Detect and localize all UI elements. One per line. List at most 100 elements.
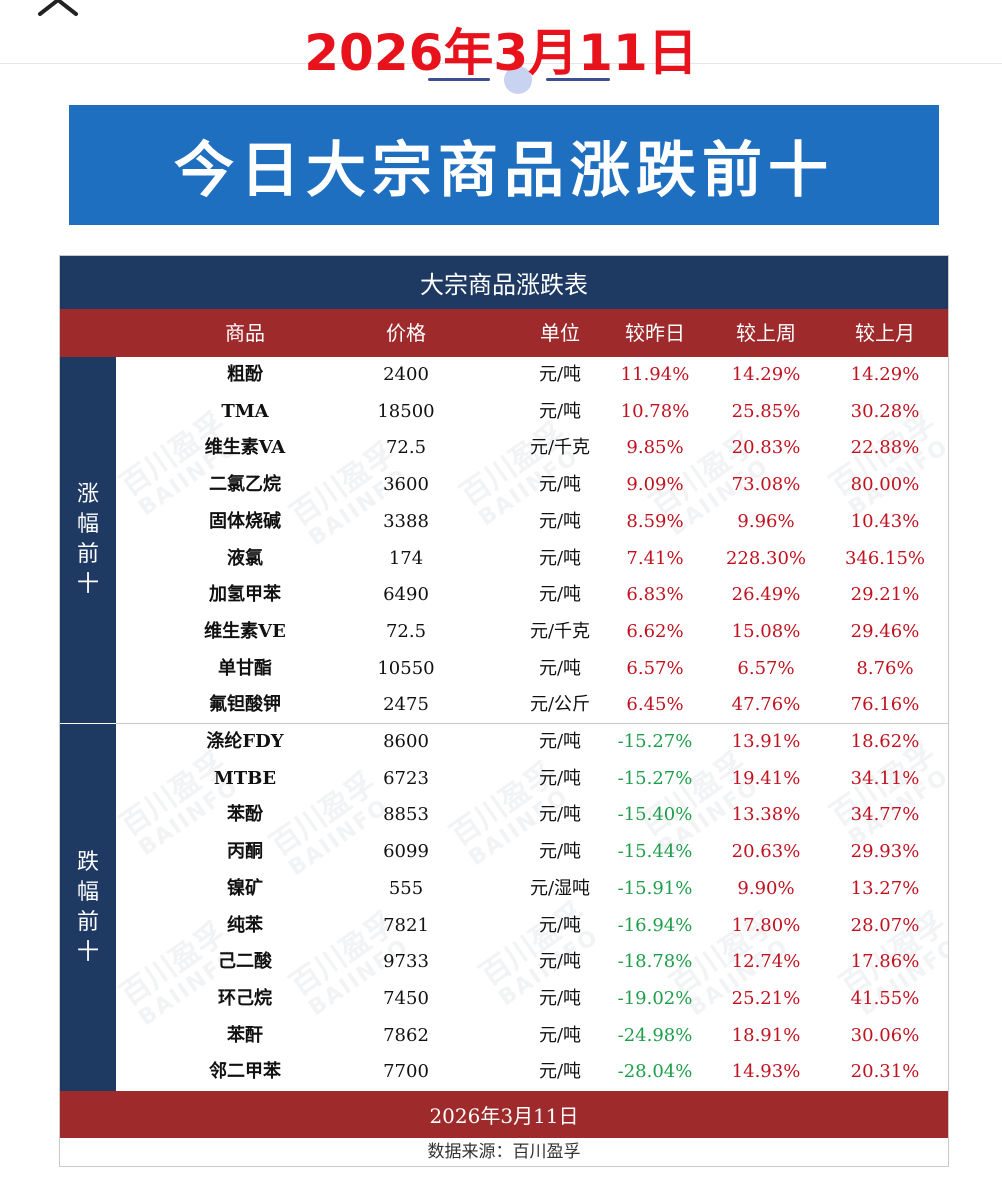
banner-title: 今日大宗商品涨跌前十 <box>174 135 834 206</box>
table-row: 纯苯 7821 元/吨 -16.94% 17.80% 28.07% <box>60 908 948 945</box>
cell-vs-last-week: 47.76% <box>731 694 801 716</box>
cell-price: 7821 <box>383 914 429 936</box>
cell-vs-last-week: 13.91% <box>731 731 801 752</box>
cell-vs-yesterday: -18.78% <box>617 951 693 973</box>
cell-price: 72.5 <box>385 620 427 642</box>
cell-vs-last-week: 15.08% <box>731 620 801 642</box>
scroll-indicator-dot[interactable] <box>504 66 532 94</box>
cell-unit: 元/吨 <box>538 547 582 569</box>
table-row: 单甘酯 10550 元/吨 6.57% 6.57% 8.76% <box>60 651 948 688</box>
table-row: 固体烧碱 3388 元/吨 8.59% 9.96% 10.43% <box>60 504 948 541</box>
cell-price: 7862 <box>383 1024 429 1046</box>
scroll-indicator-left <box>428 78 490 81</box>
cell-price: 7700 <box>383 1061 429 1083</box>
cell-commodity: TMA <box>221 400 269 422</box>
cell-vs-last-month: 8.76% <box>856 657 914 679</box>
close-icon <box>38 0 78 16</box>
top-divider <box>0 63 1002 64</box>
cell-vs-last-week: 25.21% <box>731 987 801 1009</box>
header-unit: 单位 <box>540 321 580 345</box>
cell-vs-yesterday: -15.27% <box>617 767 693 789</box>
cell-commodity: 维生素VE <box>204 620 286 642</box>
cell-vs-last-week: 20.63% <box>731 841 801 863</box>
cell-price: 9733 <box>383 951 429 973</box>
cell-price: 18500 <box>377 400 435 422</box>
cell-commodity: 环己烷 <box>218 987 272 1009</box>
cell-vs-last-week: 9.96% <box>737 510 795 532</box>
cell-vs-last-month: 346.15% <box>844 547 926 569</box>
cell-unit: 元/吨 <box>538 584 582 606</box>
cell-unit: 元/吨 <box>538 951 582 973</box>
cell-price: 3388 <box>383 510 429 532</box>
table-row: TMA 18500 元/吨 10.78% 25.85% 30.28% <box>60 394 948 431</box>
cell-vs-last-week: 25.85% <box>731 400 801 422</box>
cell-price: 6723 <box>383 767 429 789</box>
cell-vs-last-month: 13.27% <box>850 877 920 899</box>
cell-vs-last-month: 41.55% <box>850 987 920 1009</box>
cell-commodity: 固体烧碱 <box>209 510 281 532</box>
table-row: 涤纶FDY 8600 元/吨 -15.27% 13.91% 18.62% <box>60 724 948 761</box>
cell-commodity: 邻二甲苯 <box>209 1061 281 1083</box>
cell-commodity: 涤纶FDY <box>206 731 284 752</box>
cell-price: 3600 <box>383 474 429 496</box>
cell-vs-yesterday: -24.98% <box>617 1024 693 1046</box>
cell-commodity: 氟钽酸钾 <box>209 694 281 716</box>
cell-vs-last-week: 14.29% <box>731 364 801 385</box>
header-vs-last-month: 较上月 <box>855 321 915 345</box>
cell-vs-last-month: 17.86% <box>850 951 920 973</box>
cell-unit: 元/吨 <box>538 767 582 789</box>
cell-price: 2400 <box>383 364 429 385</box>
cell-vs-last-month: 34.11% <box>850 767 920 789</box>
cell-vs-yesterday: -19.02% <box>617 987 693 1009</box>
cell-price: 8853 <box>383 804 429 826</box>
cell-price: 6490 <box>383 584 429 606</box>
cell-vs-last-month: 30.28% <box>850 400 920 422</box>
cell-price: 8600 <box>383 731 429 752</box>
cell-vs-last-week: 14.93% <box>731 1061 801 1083</box>
cell-commodity: 苯酐 <box>227 1024 263 1046</box>
cell-unit: 元/吨 <box>538 731 582 752</box>
cell-unit: 元/千克 <box>529 620 591 642</box>
cell-vs-yesterday: 11.94% <box>620 364 690 385</box>
cell-unit: 元/吨 <box>538 657 582 679</box>
table-row: 苯酐 7862 元/吨 -24.98% 18.91% 30.06% <box>60 1018 948 1055</box>
cell-unit: 元/吨 <box>538 1024 582 1046</box>
cell-commodity: 镍矿 <box>227 877 263 899</box>
cell-commodity: 苯酚 <box>227 804 263 826</box>
table-row: 维生素VE 72.5 元/千克 6.62% 15.08% 29.46% <box>60 614 948 651</box>
table-row: MTBE 6723 元/吨 -15.27% 19.41% 34.11% <box>60 761 948 798</box>
header-name: 商品 <box>225 321 265 345</box>
title-banner: 今日大宗商品涨跌前十 <box>69 105 939 225</box>
cell-vs-yesterday: 9.09% <box>626 474 684 496</box>
cell-commodity: 粗酚 <box>227 364 263 385</box>
data-source: 数据来源：百川盈孚 <box>427 1142 581 1162</box>
table-row: 氟钽酸钾 2475 元/公斤 6.45% 47.76% 76.16% <box>60 687 948 724</box>
cell-commodity: 液氯 <box>227 547 263 569</box>
cell-vs-yesterday: 10.78% <box>620 400 690 422</box>
header-price: 价格 <box>386 321 426 345</box>
table-row: 粗酚 2400 元/吨 11.94% 14.29% 14.29% <box>60 357 948 394</box>
table-row: 邻二甲苯 7700 元/吨 -28.04% 14.93% 20.31% <box>60 1054 948 1091</box>
table-row: 镍矿 555 元/湿吨 -15.91% 9.90% 13.27% <box>60 871 948 908</box>
cell-vs-yesterday: -15.27% <box>617 731 693 752</box>
cell-price: 2475 <box>383 694 429 716</box>
close-button[interactable] <box>36 0 82 18</box>
cell-vs-yesterday: 7.41% <box>626 547 684 569</box>
cell-vs-last-week: 228.30% <box>725 547 807 569</box>
cell-unit: 元/吨 <box>538 987 582 1009</box>
cell-vs-last-month: 29.21% <box>850 584 920 606</box>
table-row: 己二酸 9733 元/吨 -18.78% 12.74% 17.86% <box>60 944 948 981</box>
scroll-indicator-right <box>546 78 610 81</box>
cell-vs-last-week: 9.90% <box>737 877 795 899</box>
cell-vs-yesterday: 6.62% <box>626 620 684 642</box>
cell-unit: 元/吨 <box>538 474 582 496</box>
cell-price: 6099 <box>383 841 429 863</box>
cell-commodity: 纯苯 <box>227 914 263 936</box>
cell-unit: 元/吨 <box>538 400 582 422</box>
cell-commodity: 维生素VA <box>204 437 286 459</box>
cell-vs-last-month: 28.07% <box>850 914 920 936</box>
cell-vs-yesterday: -15.40% <box>617 804 693 826</box>
cell-vs-yesterday: 8.59% <box>626 510 684 532</box>
losers-label: 跌 幅 前 十 <box>60 724 116 1091</box>
